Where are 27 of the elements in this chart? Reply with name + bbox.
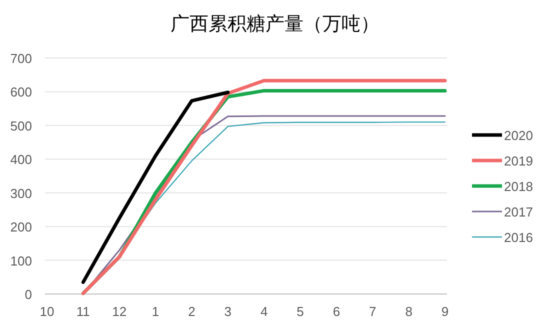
y-tick-label: 700 [10, 51, 32, 66]
x-tick-label: 5 [296, 304, 304, 319]
x-tick-label: 4 [260, 304, 268, 319]
y-tick-label: 200 [10, 220, 32, 235]
legend-label: 2016 [504, 230, 533, 245]
line-series [81, 90, 230, 284]
chart-title: 广西累积糖产量（万吨） [170, 13, 380, 35]
x-tick-label: 1 [152, 304, 160, 319]
x-tick-label: 12 [112, 304, 127, 319]
y-tick-label: 300 [10, 186, 32, 201]
x-tick-label: 9 [441, 304, 449, 319]
y-tick-label: 0 [24, 287, 32, 302]
legend-label: 2018 [504, 179, 533, 194]
legend-label: 2020 [504, 128, 533, 143]
x-tick-label: 7 [369, 304, 376, 319]
x-tick-label: 2 [188, 304, 196, 319]
x-tick-label: 3 [224, 304, 232, 319]
legend-label: 2019 [504, 154, 533, 168]
x-tick-label: 6 [332, 304, 340, 319]
x-tick-label: 8 [405, 304, 412, 319]
y-tick-label: 600 [10, 84, 32, 100]
x-tick-label: 11 [76, 304, 90, 319]
y-tick-label: 400 [10, 152, 32, 168]
x-tick-label: 10 [40, 304, 54, 319]
legend-label: 2017 [504, 204, 533, 220]
y-tick-label: 100 [10, 253, 32, 268]
y-tick-label: 500 [10, 118, 32, 134]
